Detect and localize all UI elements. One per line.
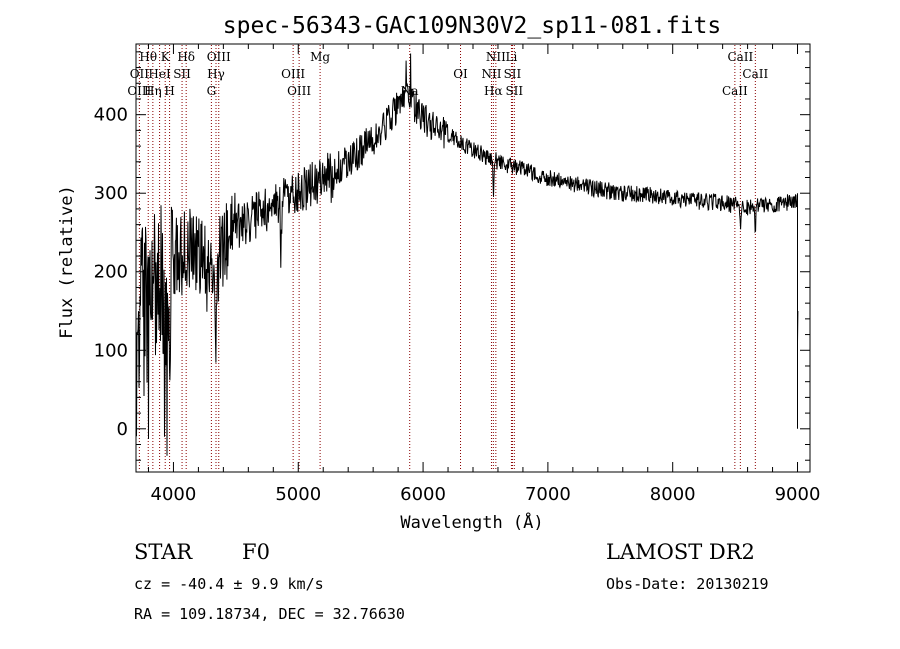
- line-label: H: [164, 84, 174, 98]
- y-axis: 0 100 200 300 400: [94, 51, 810, 461]
- line-label: Hη: [144, 84, 162, 98]
- line-label: OIII: [207, 50, 231, 64]
- line-label: SII: [505, 84, 523, 98]
- line-label: OIII: [127, 84, 151, 98]
- line-markers: [138, 45, 756, 471]
- y-axis-label: Flux (relative): [57, 185, 77, 339]
- line-label: SII: [173, 67, 191, 81]
- line-label: Hθ: [139, 50, 157, 64]
- y-tick-label: 400: [94, 105, 128, 126]
- line-label: Hγ: [207, 67, 225, 81]
- line-label: SII: [504, 67, 522, 81]
- y-tick-label: 100: [94, 340, 128, 361]
- survey-name: LAMOST DR2: [606, 540, 755, 564]
- chart-title: spec-56343-GAC109N30V2_sp11-081.fits: [223, 13, 722, 39]
- x-tick-label: 5000: [275, 484, 321, 505]
- line-label: OIII: [281, 67, 305, 81]
- x-axis: 4000 5000 6000 7000 8000 9000: [147, 44, 821, 505]
- x-tick-label: 8000: [650, 484, 696, 505]
- line-label: Li: [506, 50, 518, 64]
- line-label: K: [161, 50, 171, 64]
- line-label: HeI: [148, 67, 171, 81]
- line-label: NII: [486, 50, 506, 64]
- x-tick-label: 6000: [400, 484, 446, 505]
- line-label: Hα: [484, 84, 503, 98]
- y-tick-label: 0: [117, 419, 128, 440]
- line-label: OIII: [287, 84, 311, 98]
- line-label: NII: [481, 67, 501, 81]
- line-label: Na: [401, 84, 419, 98]
- line-label: CaII: [727, 50, 753, 64]
- line-label: CaII: [742, 67, 768, 81]
- line-label: Hδ: [177, 50, 195, 64]
- coordinates-text: RA = 109.18734, DEC = 32.76630: [134, 605, 405, 623]
- line-label: CaII: [722, 84, 748, 98]
- obs-date-text: Obs-Date: 20130219: [606, 575, 769, 593]
- spectrum-series: [135, 53, 799, 456]
- x-axis-label: Wavelength (Å): [400, 511, 543, 533]
- plot-frame: [135, 43, 811, 473]
- line-label: Mg: [310, 50, 330, 64]
- object-type: STAR: [134, 540, 193, 564]
- line-label: OII: [130, 67, 150, 81]
- redshift-text: cz = -40.4 ± 9.9 km/s: [134, 575, 324, 593]
- subclass: F0: [242, 540, 270, 564]
- y-tick-label: 200: [94, 262, 128, 283]
- line-label: OI: [453, 67, 468, 81]
- line-label: G: [207, 84, 217, 98]
- x-tick-label: 7000: [525, 484, 571, 505]
- x-tick-label: 9000: [775, 484, 821, 505]
- x-tick-label: 4000: [151, 484, 197, 505]
- y-tick-label: 300: [94, 183, 128, 204]
